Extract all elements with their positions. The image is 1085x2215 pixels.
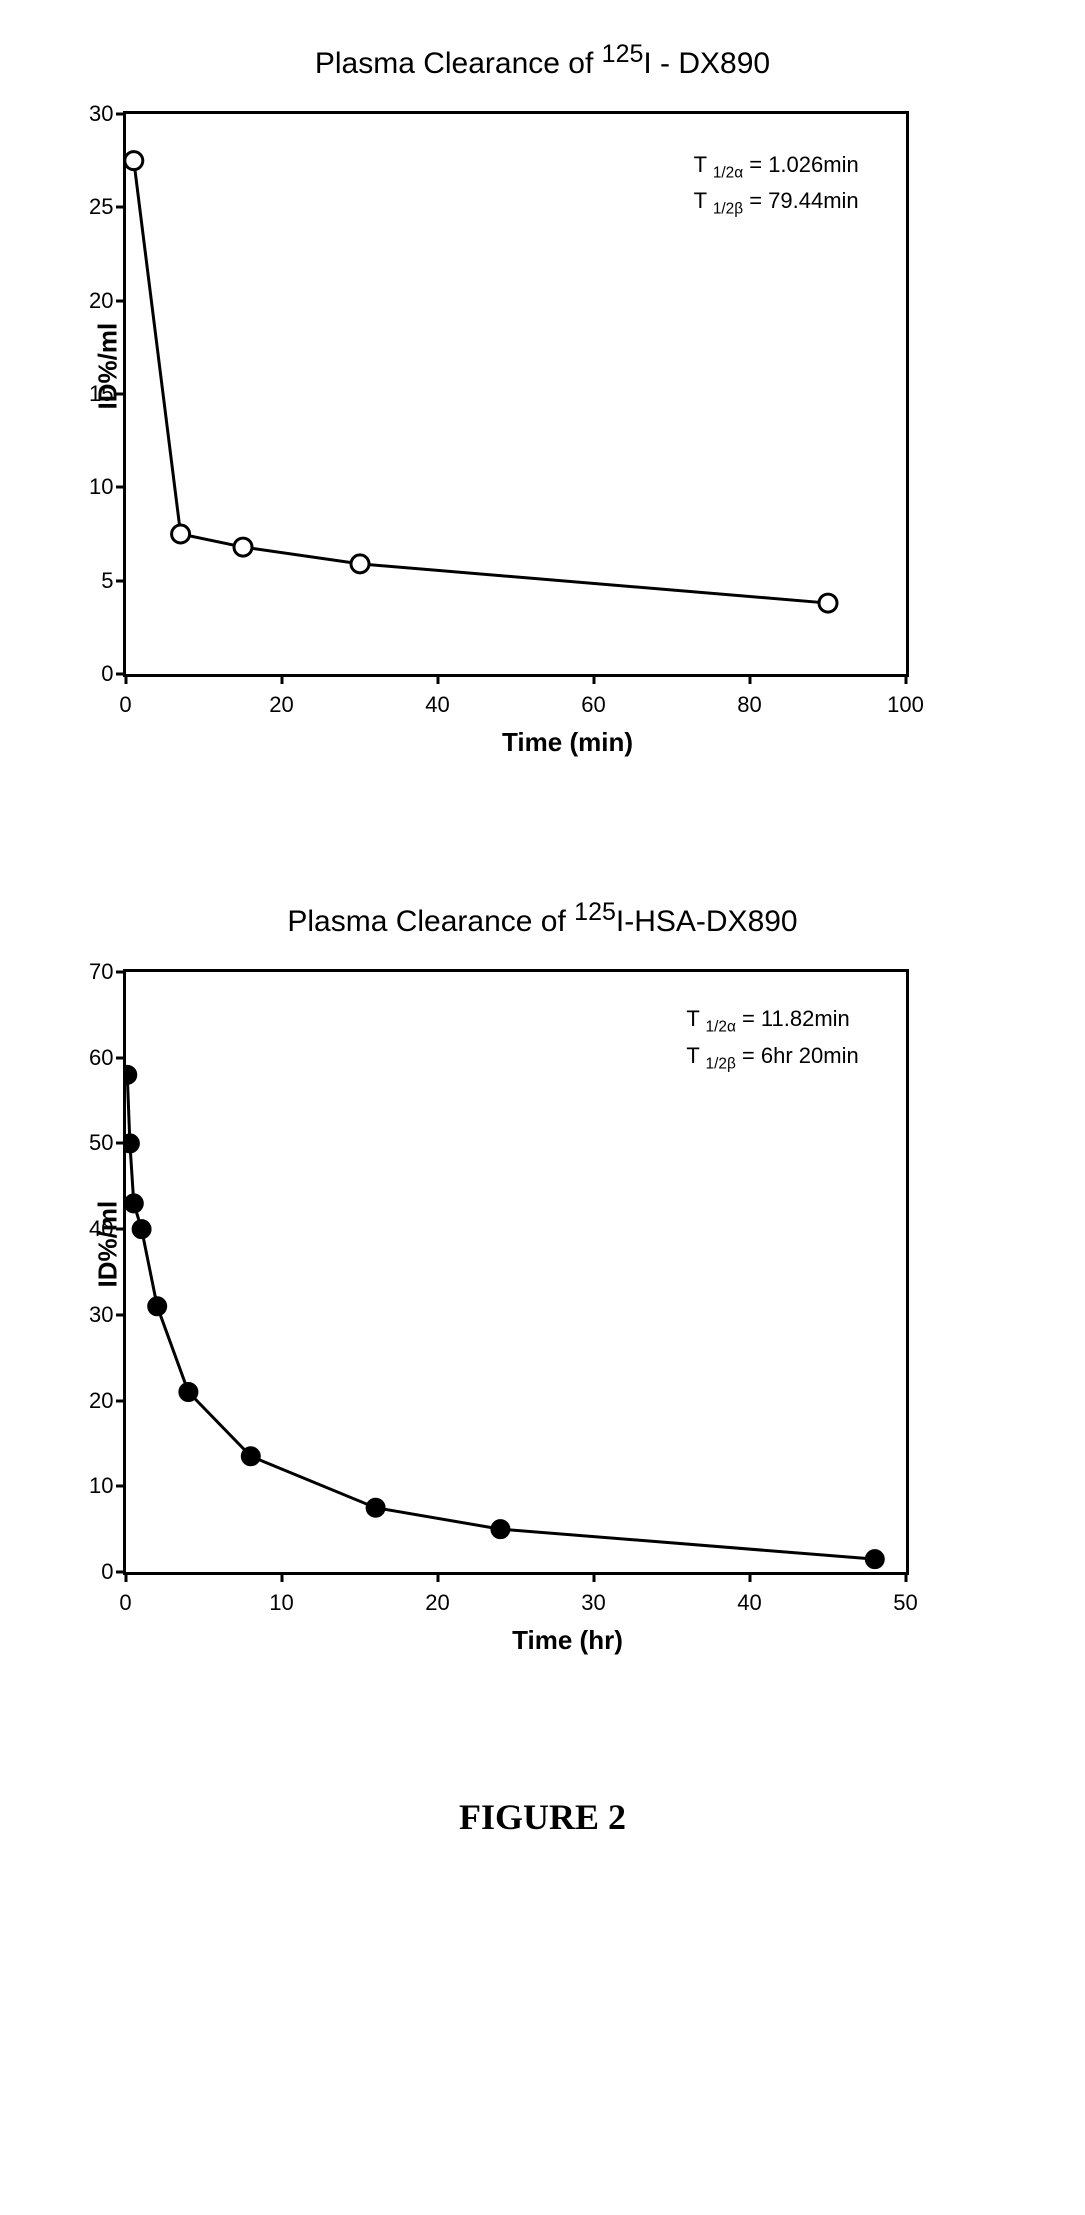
ytick-mark (116, 1142, 126, 1145)
data-marker (241, 1447, 259, 1465)
ytick-mark (116, 393, 126, 396)
chart-1-title-sup: 125 (602, 40, 644, 68)
chart-2-title-prefix: Plasma Clearance of (287, 905, 574, 938)
data-marker (126, 1066, 136, 1084)
xtick-mark (748, 1572, 751, 1582)
xtick-mark (280, 1572, 283, 1582)
chart-2-title: Plasma Clearance of 125I-HSA-DX890 (93, 898, 993, 939)
chart-2-ylabel: ID%/ml (92, 1257, 123, 1287)
annotation-line: T 1/2α = 11.82min (686, 1002, 858, 1039)
chart-2-title-sup: 125 (574, 898, 616, 926)
xtick-mark (904, 674, 907, 684)
chart-2-title-suffix: I-HSA-DX890 (616, 905, 798, 938)
data-marker (132, 1220, 150, 1238)
data-marker (171, 525, 189, 543)
chart-2: Plasma Clearance of 125I-HSA-DX890 ID%/m… (93, 898, 993, 1656)
ytick-mark (116, 1485, 126, 1488)
chart-1: Plasma Clearance of 125I - DX890 ID%/ml … (93, 40, 993, 758)
data-marker (148, 1297, 166, 1315)
data-marker (234, 538, 252, 556)
data-marker (491, 1520, 509, 1538)
ytick-mark (116, 1056, 126, 1059)
data-marker (126, 1194, 143, 1212)
xtick-mark (436, 674, 439, 684)
annotation-line: T 1/2α = 1.026min (694, 148, 859, 185)
ytick-mark (116, 1399, 126, 1402)
xtick-mark (592, 674, 595, 684)
data-marker (819, 594, 837, 612)
annotation-box: T 1/2α = 1.026minT 1/2β = 79.44min (694, 148, 859, 221)
data-line (133, 161, 827, 603)
xtick-mark (748, 674, 751, 684)
ytick-mark (116, 1228, 126, 1231)
ytick-mark (116, 971, 126, 974)
ytick-mark (116, 486, 126, 489)
ytick-mark (116, 113, 126, 116)
annotation-line: T 1/2β = 79.44min (694, 184, 859, 221)
chart-1-title: Plasma Clearance of 125I - DX890 (93, 40, 993, 81)
ytick-mark (116, 299, 126, 302)
chart-2-row: ID%/ml 01020304050607001020304050T 1/2α … (93, 969, 993, 1575)
xtick-mark (904, 1572, 907, 1582)
figure-caption: FIGURE 2 (93, 1796, 993, 1838)
annotation-line: T 1/2β = 6hr 20min (686, 1039, 858, 1076)
xtick-mark (436, 1572, 439, 1582)
chart-1-title-prefix: Plasma Clearance of (315, 47, 602, 80)
chart-1-row: ID%/ml 051015202530020406080100T 1/2α = … (93, 111, 993, 677)
ytick-mark (116, 206, 126, 209)
xtick-mark (124, 1572, 127, 1582)
data-marker (865, 1550, 883, 1568)
xtick-mark (592, 1572, 595, 1582)
chart-1-title-suffix: I - DX890 (643, 47, 770, 80)
xtick-mark (124, 674, 127, 684)
figure-wrap: Plasma Clearance of 125I - DX890 ID%/ml … (93, 40, 993, 1838)
annotation-box: T 1/2α = 11.82minT 1/2β = 6hr 20min (686, 1002, 858, 1075)
ytick-mark (116, 1313, 126, 1316)
chart-2-xlabel: Time (hr) (143, 1625, 993, 1656)
chart-1-plot-area: 051015202530020406080100T 1/2α = 1.026mi… (123, 111, 909, 677)
data-marker (126, 152, 143, 170)
data-marker (351, 555, 369, 573)
ytick-mark (116, 579, 126, 582)
xtick-mark (280, 674, 283, 684)
chart-1-xlabel: Time (min) (143, 727, 993, 758)
chart-2-plot-area: 01020304050607001020304050T 1/2α = 11.82… (123, 969, 909, 1575)
data-marker (126, 1134, 139, 1152)
data-marker (179, 1383, 197, 1401)
data-marker (366, 1499, 384, 1517)
data-line (127, 1075, 875, 1559)
